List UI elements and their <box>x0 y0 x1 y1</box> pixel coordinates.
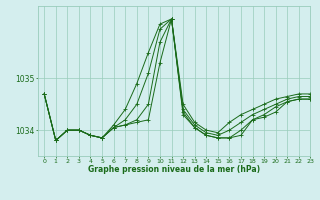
X-axis label: Graphe pression niveau de la mer (hPa): Graphe pression niveau de la mer (hPa) <box>88 165 260 174</box>
